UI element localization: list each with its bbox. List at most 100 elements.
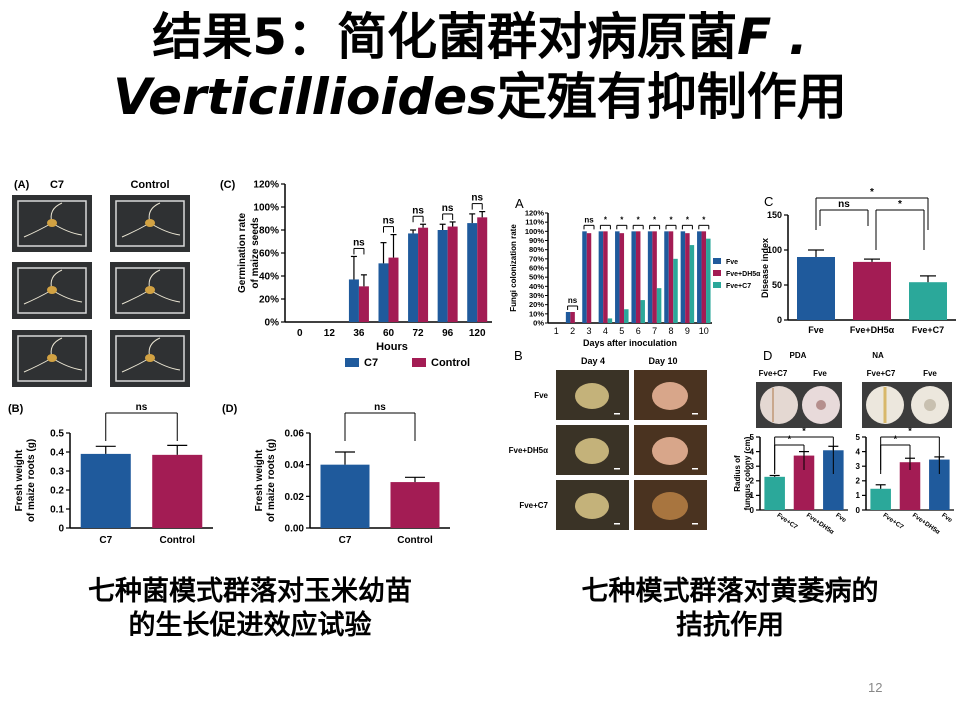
legend-label-control: Control [431, 357, 470, 369]
chart-d-left-bar-c7 [320, 464, 370, 528]
scale-bar [614, 468, 620, 470]
chart-b-left-y-tick-label: 0.2 [50, 486, 64, 497]
chart-a-right-x-tick-label: 6 [636, 326, 641, 336]
chart-d-right-na-x-tick-label: Fve+DH5α [911, 512, 941, 536]
chart-c-right-sig-inner-label: * [898, 199, 902, 210]
plate-label: Fve+C7 [867, 369, 896, 378]
chart-d-right-na-x-tick-label: Fve [940, 512, 954, 524]
chart-a-right-bar-series3 [689, 245, 695, 323]
chart-c-left-sig-label: ns [471, 193, 483, 204]
chart-a-right-bar-series1 [697, 231, 702, 323]
chart-c-right-panel: C [764, 194, 773, 209]
chart-a-right-legend-swatch [713, 258, 721, 264]
chart-c-left-bar-control [388, 257, 399, 322]
chart-b-left-y-tick-label: 0.5 [50, 429, 64, 440]
scale-bar [692, 413, 698, 415]
photo-b-row-label: Fve+C7 [519, 501, 548, 510]
chart-c-left-bar-control [418, 227, 429, 322]
chart-c-right-sig-outer-label: * [870, 187, 874, 198]
chart-d-right-na-sig-inner-label: * [894, 434, 898, 444]
chart-d-left-ylabel: Fresh weight [254, 449, 265, 511]
chart-d-right-na-y-tick-label: 4 [856, 447, 861, 456]
chart-c-right-x-tick-label: Fve+C7 [912, 325, 944, 335]
chart-c-left-y-tick-label: 80% [259, 226, 279, 237]
chart-d-right-na-y-tick-label: 0 [856, 506, 861, 515]
chart-a-right-x-tick-label: 4 [603, 326, 608, 336]
chart-c-left-x-tick-label: 60 [383, 328, 395, 339]
chart-c-left-sig-label: ns [353, 237, 365, 248]
chart-d-right-pda-ylabel: Radius of [733, 455, 742, 492]
chart-a-right-legend-label: Fve+C7 [726, 283, 751, 290]
chart-d-left-y-tick-label: 0.02 [285, 492, 305, 503]
chart-c-left-xlabel: Hours [376, 341, 408, 353]
seed-mark [47, 219, 57, 227]
chart-d-right-na-y-tick-label: 1 [856, 491, 861, 500]
chart-b-left-ylabel: Fresh weight [14, 449, 25, 511]
chart-d-right-pda-y-tick-label: 0 [750, 506, 755, 515]
seed-mark [47, 354, 57, 362]
chart-d-right-pda-x-tick-label: Fve [834, 512, 848, 524]
chart-c-left-bar-c7 [408, 233, 419, 322]
seedling-tray [17, 267, 87, 314]
chart-c-right-sig-ns-label: ns [838, 199, 850, 210]
chart-b-left-y-tick-label: 0.1 [50, 505, 64, 516]
seed-mark [145, 286, 155, 294]
chart-c-left-sig-label: ns [412, 205, 424, 216]
chart-d-right-pda-y-tick-label: 2 [750, 477, 755, 486]
chart-c-left-bar-control [447, 226, 458, 322]
chart-a-right-y-tick-label: 10% [529, 309, 544, 318]
chart-d-right-pda-y-tick-label: 3 [750, 462, 755, 471]
chart-d-right-na-sig-outer-label: * [908, 426, 912, 436]
chart-d-right-na-y-tick-label: 5 [856, 433, 861, 442]
chart-a-right-bar-series1 [631, 231, 636, 323]
chart-c-left-bar-c7 [437, 230, 448, 322]
chart-a-right-panel: A [515, 196, 524, 211]
chart-d-right-pda-y-tick-label: 1 [750, 491, 755, 500]
chart-c-left-x-tick-label: 120 [469, 328, 486, 339]
chart-d-left-panel: (D) [222, 403, 238, 415]
chart-a-right-sig-label: * [620, 215, 624, 224]
chart-a-right-sig-label: ns [568, 296, 578, 305]
chart-a-right-x-tick-label: 5 [619, 326, 624, 336]
chart-c-left-bar-c7 [378, 263, 389, 322]
plates-label-na: NA [872, 351, 884, 360]
chart-d-left-y-tick-label: 0.00 [285, 524, 305, 535]
chart-a-right-y-tick-label: 30% [529, 291, 544, 300]
chart-a-right-bar-series2 [701, 231, 707, 323]
chart-c-left-panel: (C) [220, 179, 236, 191]
legend-label-c7: C7 [364, 357, 378, 369]
seed-mark [145, 219, 155, 227]
page-number: 12 [868, 680, 883, 695]
photo-col-label-c7: C7 [50, 179, 64, 191]
scale-bar [614, 523, 620, 525]
chart-b-left-y-tick-label: 0 [58, 524, 64, 535]
chart-c-left-y-tick-label: 20% [259, 295, 279, 306]
plate-label: Fve+C7 [759, 369, 788, 378]
chart-c-right-y-tick-label: 0 [777, 315, 782, 325]
chart-d-right-na-bar [929, 459, 950, 510]
chart-d-left-bar-control [390, 482, 440, 528]
chart-a-right-bar-series2 [635, 231, 641, 323]
chart-a-right-x-tick-label: 8 [668, 326, 673, 336]
fungus-colony [924, 399, 936, 411]
chart-a-right-sig-label: ns [584, 215, 594, 224]
chart-a-right-sig-label: * [637, 215, 641, 224]
chart-c-left-bar-control [477, 217, 488, 322]
photo-b-row-label: Fve [534, 391, 548, 400]
chart-a-right-bar-series3 [673, 258, 678, 323]
chart-d-right-pda-x-tick-label: Fve+C7 [776, 512, 799, 531]
fungus-colony [816, 400, 826, 410]
chart-c-left-x-tick-label: 12 [324, 328, 336, 339]
chart-a-right-bar-series2 [570, 312, 575, 323]
chart-a-right-sig-label: * [653, 215, 657, 224]
kernel-day4-mark [575, 438, 609, 464]
seed-mark [145, 354, 155, 362]
chart-a-right-bar-series1 [565, 312, 571, 323]
chart-d-right-na-bar [899, 462, 921, 510]
chart-c-right-y-tick-label: 150 [767, 210, 782, 220]
seedling-tray [115, 267, 185, 314]
chart-d-right-pda-ylabel2: fungus colony (cm) [743, 436, 752, 510]
seedling-tray [115, 200, 185, 247]
chart-a-right-bar-series2 [619, 233, 625, 323]
